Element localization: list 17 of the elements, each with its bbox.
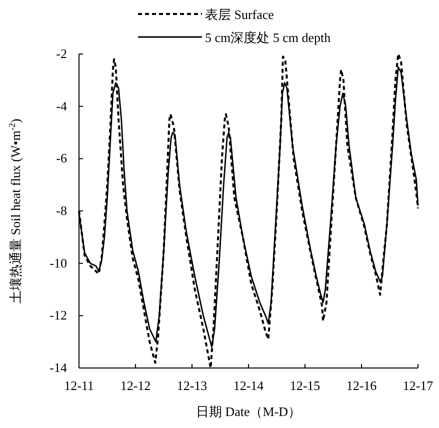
x-tick-label: 12-12 xyxy=(120,378,151,393)
y-tick-label: -10 xyxy=(50,255,67,270)
x-tick-label: 12-13 xyxy=(176,378,208,393)
y-tick-label: -4 xyxy=(56,98,68,114)
x-axis-title: 日期 Date（M-D） xyxy=(196,404,302,419)
x-tick-label: 12-14 xyxy=(233,378,264,393)
legend-label: 表层 Surface xyxy=(205,7,274,22)
y-tick-label: -12 xyxy=(50,308,67,323)
x-tick-label: 12-11 xyxy=(64,378,94,393)
y-tick-label: -8 xyxy=(56,203,67,218)
y-tick-label: -14 xyxy=(50,360,68,375)
x-tick-label: 12-15 xyxy=(290,378,320,393)
y-tick-label: -2 xyxy=(56,46,67,61)
legend-label: 5 cm深度处 5 cm depth xyxy=(205,30,332,45)
x-tick-label: 12-17 xyxy=(402,378,434,393)
x-tick-label: 12-16 xyxy=(346,378,378,393)
y-tick-label: -6 xyxy=(56,150,68,166)
